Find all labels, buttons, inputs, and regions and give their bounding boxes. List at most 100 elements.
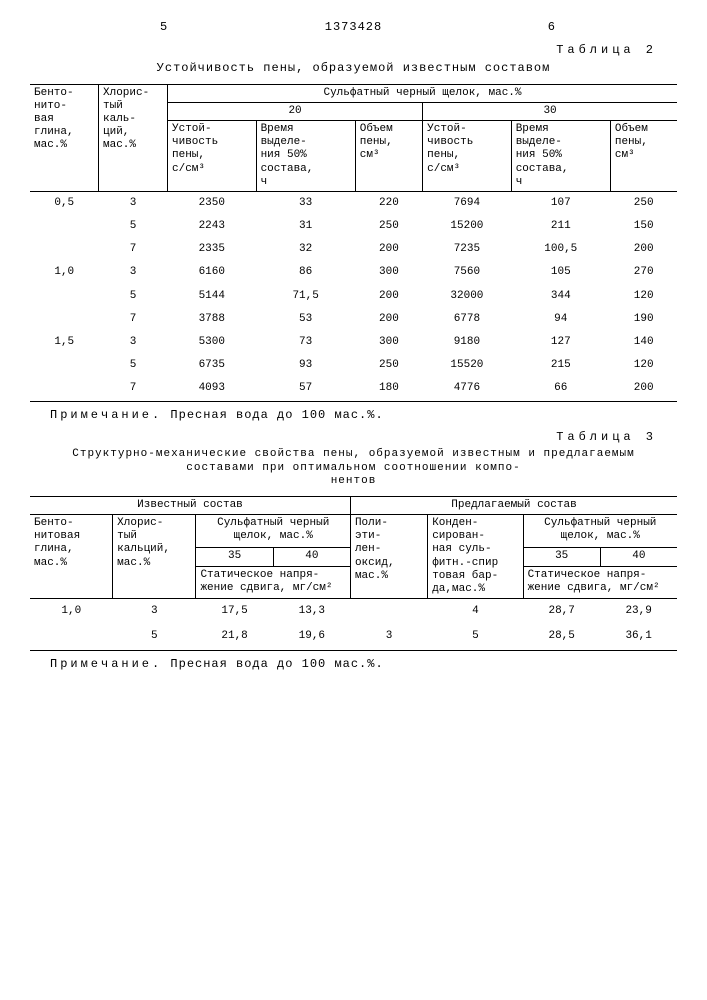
table-cell: 211 xyxy=(511,215,610,238)
table-cell: 6160 xyxy=(168,261,257,284)
table-cell: 190 xyxy=(610,308,677,331)
table-cell xyxy=(30,285,99,308)
table-cell: 120 xyxy=(610,354,677,377)
table-cell: 71,5 xyxy=(256,285,355,308)
table-cell: 0,5 xyxy=(30,191,99,215)
table-cell xyxy=(30,238,99,261)
t2-g30: 30 xyxy=(423,102,677,120)
table-cell: 6778 xyxy=(423,308,512,331)
table2-caption: Устойчивость пены, образуемой известным … xyxy=(30,61,677,75)
table-cell: 105 xyxy=(511,261,610,284)
table-cell: 4776 xyxy=(423,377,512,401)
table-cell xyxy=(30,377,99,401)
table-cell: 250 xyxy=(355,215,422,238)
table-cell: 3 xyxy=(113,599,196,625)
table-cell: 17,5 xyxy=(196,599,273,625)
t3-col5: Конден-сирован-ная суль-фитн.-спиртовая … xyxy=(428,515,523,599)
table-cell xyxy=(30,308,99,331)
t3-shearb: Статическое напря-жение сдвига, мг/см² xyxy=(523,566,677,599)
table-cell: 13,3 xyxy=(273,599,350,625)
table-cell: 33 xyxy=(256,191,355,215)
table-cell: 94 xyxy=(511,308,610,331)
table-row: 1,036160863007560105270 xyxy=(30,261,677,284)
table-cell: 5 xyxy=(99,354,168,377)
table-cell: 4093 xyxy=(168,377,257,401)
table-cell: 93 xyxy=(256,354,355,377)
table-cell: 3788 xyxy=(168,308,257,331)
table-cell: 180 xyxy=(355,377,422,401)
t3-col3a: Сульфатный черныйщелок, мас.% xyxy=(196,515,351,548)
table-cell: 100,5 xyxy=(511,238,610,261)
t2-g20: 20 xyxy=(168,102,423,120)
table-cell: 7560 xyxy=(423,261,512,284)
note1-text: Пресная вода до 100 мас.%. xyxy=(170,408,383,422)
table-cell: 31 xyxy=(256,215,355,238)
table-cell: 32000 xyxy=(423,285,512,308)
table-cell: 200 xyxy=(610,377,677,401)
table-cell: 7694 xyxy=(423,191,512,215)
table-cell: 2335 xyxy=(168,238,257,261)
table-cell: 15520 xyxy=(423,354,512,377)
t2-col2: Хлорис-тыйкаль-ций,мас.% xyxy=(99,84,168,191)
table-cell: 200 xyxy=(355,308,422,331)
t3-sheara: Статическое напря-жение сдвига, мг/см² xyxy=(196,566,351,599)
note2-text: Пресная вода до 100 мас.%. xyxy=(170,657,383,671)
t3-40a: 40 xyxy=(273,547,350,566)
table-cell: 250 xyxy=(610,191,677,215)
t3-40b: 40 xyxy=(600,547,677,566)
table-cell: 1,5 xyxy=(30,331,99,354)
table-cell: 1,0 xyxy=(30,599,113,625)
table-cell: 28,5 xyxy=(523,624,600,650)
t2-headspan: Сульфатный черный щелок, мас.% xyxy=(168,84,678,102)
t3-col2: Хлорис-тыйкальций,мас.% xyxy=(113,515,196,599)
table-cell: 200 xyxy=(355,238,422,261)
t3-35a: 35 xyxy=(196,547,273,566)
table-row: 567359325015520215120 xyxy=(30,354,677,377)
table-cell: 5 xyxy=(113,624,196,650)
table-cell: 28,7 xyxy=(523,599,600,625)
t2-sub1b: Устой-чивостьпены,с/см³ xyxy=(423,120,512,191)
table-cell: 7235 xyxy=(423,238,512,261)
table-cell: 15200 xyxy=(423,215,512,238)
table-cell: 220 xyxy=(355,191,422,215)
table-row: 5514471,520032000344120 xyxy=(30,285,677,308)
t2-sub2a: Времявыделе-ния 50%состава,ч xyxy=(256,120,355,191)
page-number-left: 5 xyxy=(160,20,169,34)
table-cell: 2243 xyxy=(168,215,257,238)
table-row: 72335322007235100,5200 xyxy=(30,238,677,261)
table-cell: 5144 xyxy=(168,285,257,308)
table-cell: 36,1 xyxy=(600,624,677,650)
table-cell: 3 xyxy=(350,624,427,650)
table-cell: 215 xyxy=(511,354,610,377)
page-number-right: 6 xyxy=(548,20,557,34)
table-cell: 23,9 xyxy=(600,599,677,625)
table-cell: 9180 xyxy=(423,331,512,354)
t3-35b: 35 xyxy=(523,547,600,566)
table-cell: 3 xyxy=(99,261,168,284)
table-row: 1,535300733009180127140 xyxy=(30,331,677,354)
table-cell: 57 xyxy=(256,377,355,401)
table-cell: 150 xyxy=(610,215,677,238)
table-cell: 3 xyxy=(99,191,168,215)
table-cell: 4 xyxy=(428,599,523,625)
table-row: 7409357180477666200 xyxy=(30,377,677,401)
table3: Известный состав Предлагаемый состав Бен… xyxy=(30,496,677,651)
table-cell: 5 xyxy=(99,215,168,238)
table-cell: 344 xyxy=(511,285,610,308)
table-cell: 300 xyxy=(355,331,422,354)
table-row: 521,819,63528,536,1 xyxy=(30,624,677,650)
table-row: 7378853200677894190 xyxy=(30,308,677,331)
patent-number: 1373428 xyxy=(30,20,677,34)
table-cell: 250 xyxy=(355,354,422,377)
table-cell: 2350 xyxy=(168,191,257,215)
table-cell: 120 xyxy=(610,285,677,308)
table-cell: 107 xyxy=(511,191,610,215)
table2: Бенто-нито-ваяглина,мас.% Хлорис-тыйкаль… xyxy=(30,84,677,402)
t3-col1: Бенто-нитоваяглина,мас.% xyxy=(30,515,113,599)
table3-note: Примечание. Пресная вода до 100 мас.%. xyxy=(50,657,677,671)
document-page: 5 6 1373428 Таблица 2 Устойчивость пены,… xyxy=(0,0,707,1000)
table2-label: Таблица 2 xyxy=(30,43,657,57)
table-cell: 1,0 xyxy=(30,261,99,284)
t2-col1: Бенто-нито-ваяглина,мас.% xyxy=(30,84,99,191)
t2-sub3b: Объемпены,см³ xyxy=(610,120,677,191)
